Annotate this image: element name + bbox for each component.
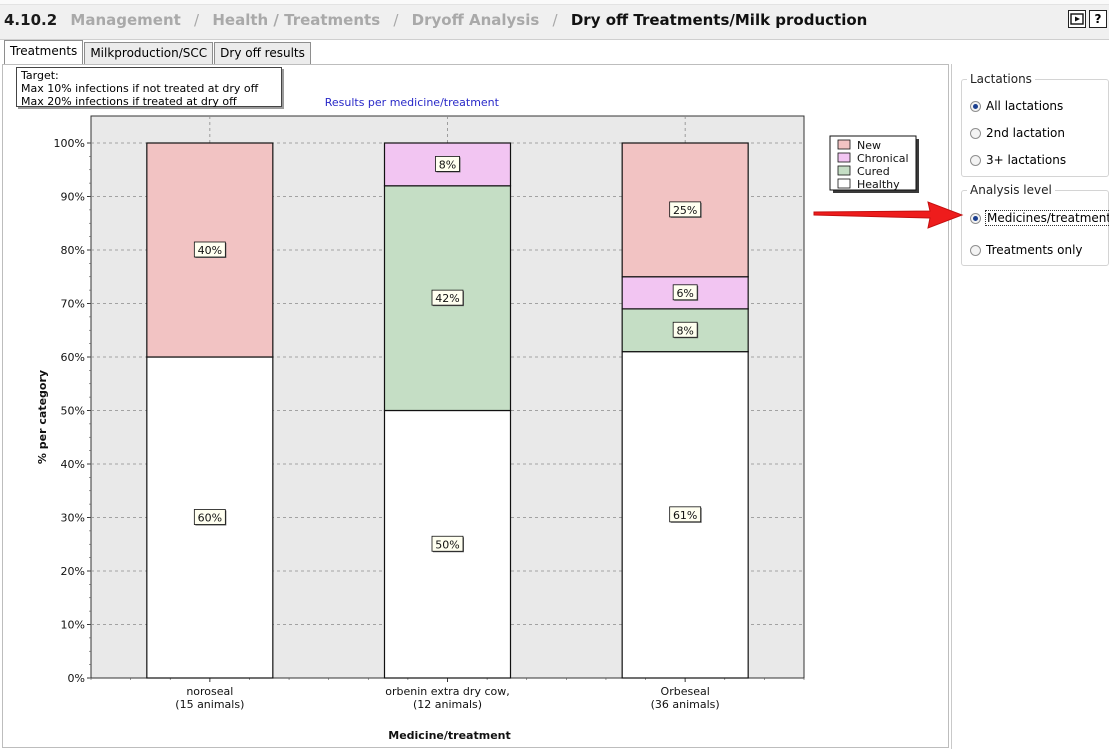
data-label-box	[672, 321, 698, 338]
y-tick-label: 80%	[61, 244, 85, 257]
data-label-box	[669, 506, 702, 523]
data-label: 50%	[435, 538, 459, 551]
data-label: 40%	[198, 244, 222, 257]
y-tick-label: 30%	[61, 512, 85, 525]
lactations-group-title: Lactations	[967, 72, 1035, 86]
data-label: 6%	[676, 287, 693, 300]
breadcrumb-management[interactable]: Management	[70, 11, 181, 29]
legend-label: Healthy	[857, 178, 900, 191]
x-tick-sublabel: (15 animals)	[175, 698, 244, 711]
stacked-bar-chart: 0% 10% 20% 30% 40% 50% 60% 70% 80% 90% 100% 60% 40% n…	[36, 96, 919, 742]
chart-title: Results per medicine/treatment	[325, 96, 500, 109]
tab-bar: Treatments Milkproduction/SCC Dry off re…	[4, 40, 312, 64]
legend-swatch-healthy	[837, 178, 851, 189]
window-top-strip	[0, 0, 1109, 5]
data-label: 25%	[673, 204, 697, 217]
radio-label[interactable]: 3+ lactations	[986, 153, 1067, 167]
fullscreen-icon[interactable]	[1068, 10, 1086, 28]
legend-label: Cured	[857, 165, 890, 178]
radio-unselected-icon[interactable]	[970, 244, 981, 256]
radio-medicines-treatments[interactable]: Medicines/treatments	[970, 210, 1109, 226]
y-tick-label: 10%	[61, 619, 85, 632]
data-label: 42%	[435, 292, 459, 305]
x-tick-sublabel: (12 animals)	[413, 698, 482, 711]
data-label-box	[669, 201, 702, 218]
breadcrumb: 4.10.2 Management / Health / Treatments …	[4, 11, 867, 29]
target-note: Target: Max 10% infections if not treate…	[16, 67, 282, 108]
x-tick-label: Orbeseal	[661, 685, 710, 698]
y-tick-label: 20%	[61, 565, 85, 578]
title-toolbar: ?	[1068, 10, 1107, 28]
legend-swatch-new	[837, 139, 851, 150]
legend-swatch-chronical	[837, 152, 851, 163]
radio-selected-icon[interactable]	[970, 100, 981, 112]
radio-label[interactable]: 2nd lactation	[986, 126, 1066, 140]
y-tick-label: 0%	[68, 672, 85, 685]
tab-dry-off-results[interactable]: Dry off results	[214, 42, 311, 64]
y-tick-label: 90%	[61, 191, 85, 204]
x-tick-label: orbenin extra dry cow,	[385, 685, 509, 698]
lactations-group: Lactations All lactations 2nd lactation …	[961, 72, 1109, 177]
x-tick-label: noroseal	[186, 685, 233, 698]
data-label-box	[431, 289, 464, 306]
radio-2nd-lactation[interactable]: 2nd lactation	[970, 126, 1065, 140]
legend-label: New	[857, 139, 881, 152]
radio-label[interactable]: Treatments only	[986, 243, 1083, 257]
radio-all-lactations[interactable]: All lactations	[970, 99, 1063, 113]
radio-label[interactable]: All lactations	[986, 99, 1064, 113]
bar-segment-healthy	[621, 351, 749, 679]
radio-label[interactable]: Medicines/treatments	[984, 210, 1109, 226]
data-label-box	[193, 241, 226, 258]
radio-unselected-icon[interactable]	[970, 127, 981, 139]
breadcrumb-health-treatments[interactable]: Health / Treatments	[212, 11, 381, 29]
radio-unselected-icon[interactable]	[970, 154, 981, 166]
radio-treatments-only[interactable]: Treatments only	[970, 243, 1083, 257]
analysis-level-group: Analysis level Medicines/treatments Trea…	[961, 183, 1109, 266]
legend-label: Chronical	[857, 152, 909, 165]
data-label: 8%	[439, 158, 456, 171]
tab-treatments[interactable]: Treatments	[4, 40, 84, 64]
data-label-box	[672, 284, 698, 301]
tab-milkproduction-scc[interactable]: Milkproduction/SCC	[84, 42, 214, 64]
page-title: Dry off Treatments/Milk production	[570, 11, 868, 29]
target-note-title: Target:	[21, 69, 59, 82]
menu-number: 4.10.2	[4, 11, 58, 29]
analysis-level-group-title: Analysis level	[967, 183, 1055, 197]
red-arrow-annotation	[813, 201, 964, 229]
data-label: 61%	[673, 509, 697, 522]
data-label-box	[193, 509, 226, 525]
data-label-box	[431, 535, 464, 552]
y-tick-label: 40%	[61, 458, 85, 471]
breadcrumb-separator: /	[194, 11, 200, 29]
target-note-untreated: Max 10% infections if not treated at dry…	[21, 82, 259, 95]
data-label: 8%	[676, 324, 693, 337]
breadcrumb-separator: /	[552, 11, 558, 29]
y-tick-label: 50%	[61, 405, 85, 418]
legend-swatch-cured	[837, 165, 851, 176]
data-label: 60%	[198, 512, 222, 525]
radio-selected-icon[interactable]	[970, 212, 981, 224]
breadcrumb-dryoff-analysis[interactable]: Dryoff Analysis	[411, 11, 540, 29]
help-icon[interactable]: ?	[1089, 10, 1107, 28]
y-tick-label: 70%	[61, 298, 85, 311]
radio-3plus-lactations[interactable]: 3+ lactations	[970, 153, 1066, 167]
x-tick-sublabel: (36 animals)	[651, 698, 720, 711]
x-axis-label: Medicine/treatment	[388, 729, 511, 742]
panel-divider	[951, 64, 952, 749]
title-bar: 4.10.2 Management / Health / Treatments …	[0, 0, 1109, 40]
y-tick-label: 60%	[61, 351, 85, 364]
target-note-treated: Max 20% infections if treated at dry off	[21, 95, 237, 108]
data-label-box	[435, 156, 460, 172]
breadcrumb-separator: /	[393, 11, 399, 29]
y-axis-label: % per category	[36, 370, 49, 464]
y-tick-label: 100%	[54, 137, 85, 150]
